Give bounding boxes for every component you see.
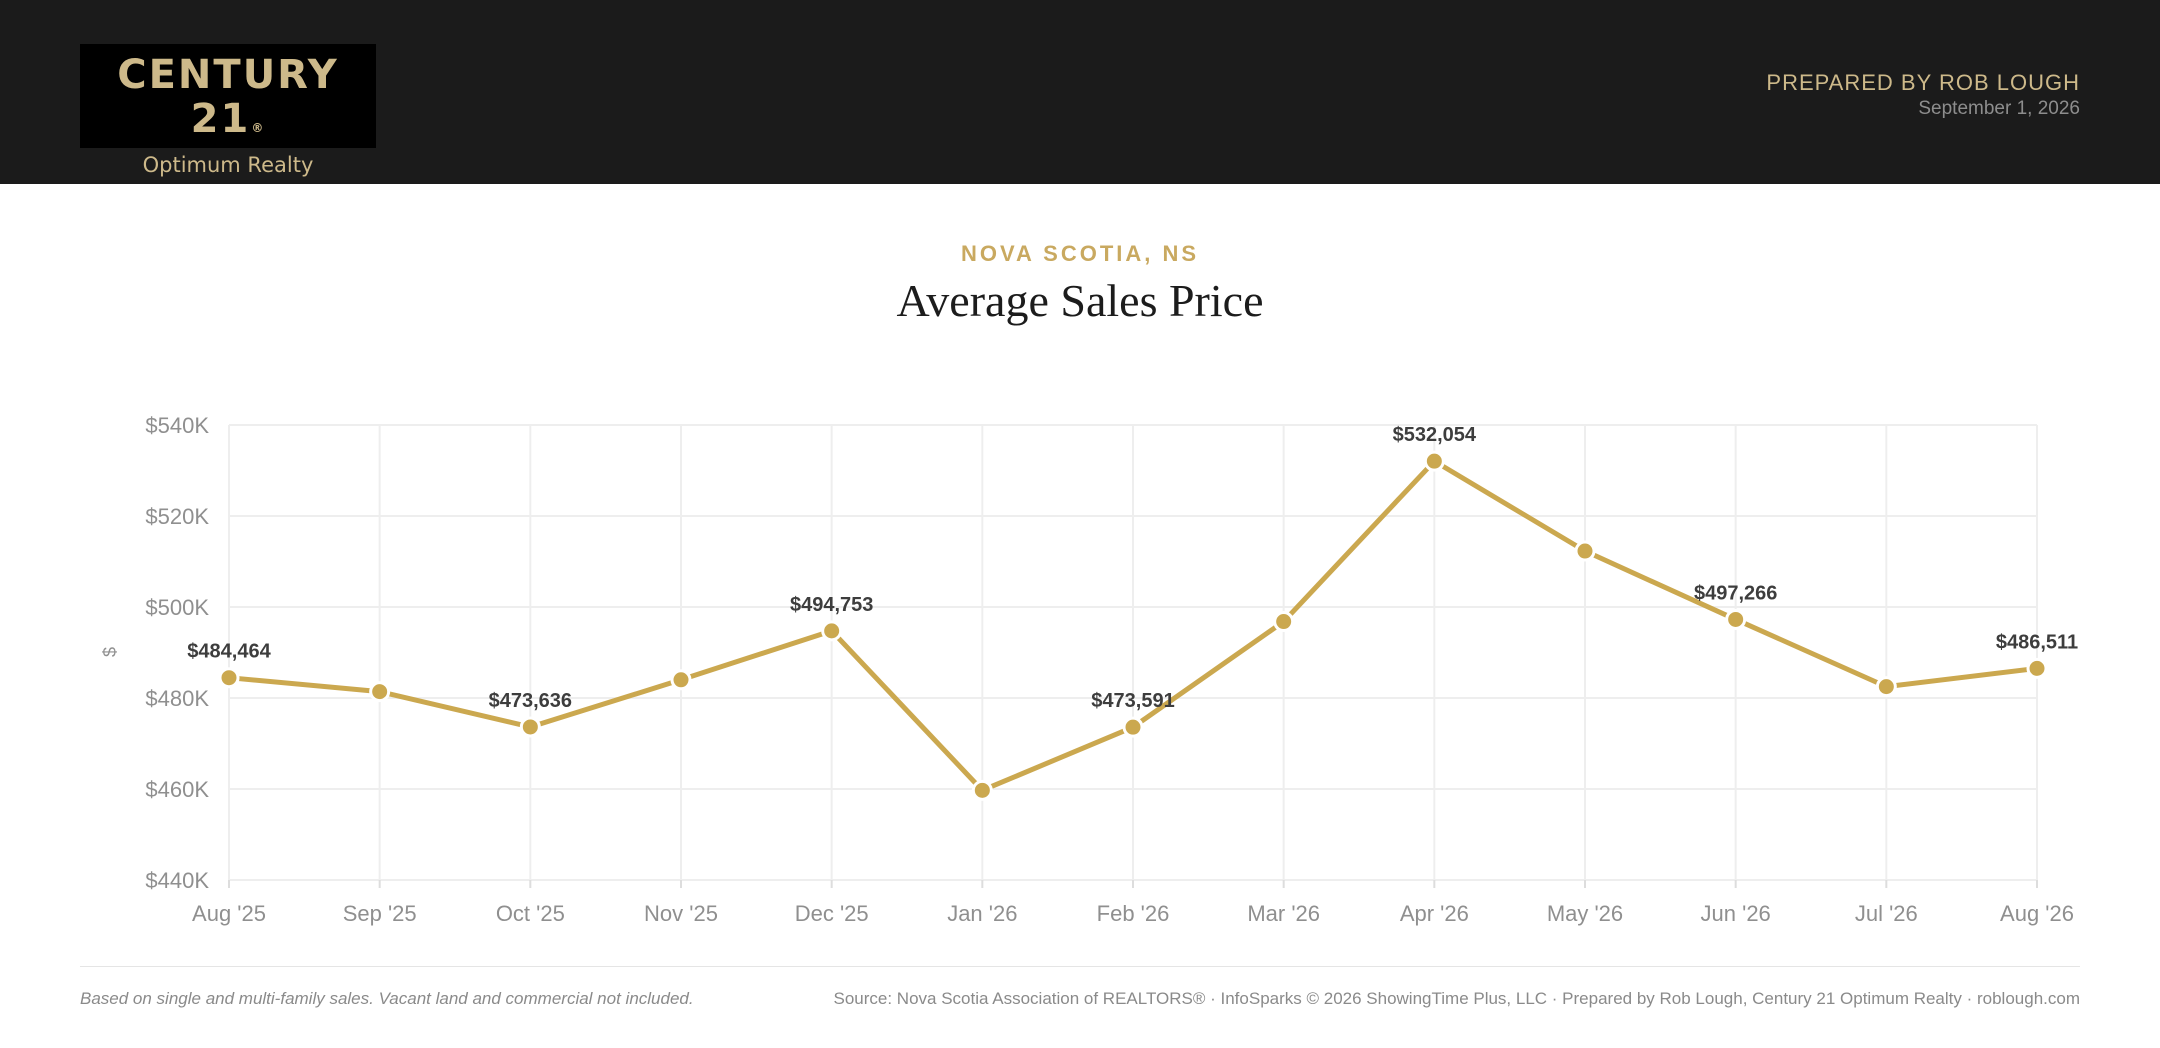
data-point <box>1122 716 1144 738</box>
footer-divider <box>80 966 2080 967</box>
x-tick-label: Aug '25 <box>192 901 266 926</box>
y-tick-label: $540K <box>145 413 209 438</box>
y-tick-label: $440K <box>145 868 209 893</box>
brand-subtitle: Optimum Realty <box>142 153 314 177</box>
brand-registered-mark: ® <box>251 121 266 135</box>
footer-note: Based on single and multi-family sales. … <box>80 989 694 1008</box>
data-label: $484,464 <box>187 641 271 663</box>
data-point <box>218 667 240 689</box>
chart-data-labels: $484,464 $473,636 $494,753 $473,591 $532,054… <box>187 424 2078 712</box>
data-point <box>2026 657 2048 679</box>
x-tick-label: Apr '26 <box>1400 901 1469 926</box>
report-date: September 1, 2026 <box>1918 98 2080 119</box>
report-header: CENTURY 21® Optimum Realty PREPARED BY R… <box>0 0 2160 184</box>
prepared-by: PREPARED BY ROB LOUGH <box>1766 70 2080 95</box>
x-tick-label: Dec '25 <box>795 901 869 926</box>
brand-name-text: CENTURY 21 <box>117 52 339 142</box>
data-point <box>1273 611 1295 633</box>
region-label: NOVA SCOTIA, NS <box>960 241 1200 266</box>
page-title: Average Sales Price <box>896 275 1264 326</box>
footer-source: Source: Nova Scotia Association of REALT… <box>833 989 2081 1008</box>
data-label: $497,266 <box>1694 582 1777 604</box>
x-tick-label: Aug '26 <box>2000 901 2074 926</box>
y-tick-label: $460K <box>145 777 209 802</box>
brand-logo: CENTURY 21® Optimum Realty <box>80 44 376 177</box>
average-sales-price-chart: $440K $460K $480K $500K $520K $540K Aug '25 Sep… <box>100 413 2078 926</box>
chart-series <box>218 450 2048 801</box>
data-label: $473,636 <box>489 690 572 712</box>
x-tick-label: Jun '26 <box>1701 901 1771 926</box>
data-label: $473,591 <box>1091 690 1174 712</box>
x-tick-label: Feb '26 <box>1097 901 1170 926</box>
data-point <box>1574 540 1596 562</box>
x-tick-label: Mar '26 <box>1247 901 1320 926</box>
data-label: $532,054 <box>1393 424 1477 446</box>
data-label: $494,753 <box>790 594 873 616</box>
data-point <box>369 681 391 703</box>
y-tick-label: $520K <box>145 504 209 529</box>
x-tick-label: Sep '25 <box>343 901 417 926</box>
y-tick-label: $500K <box>145 595 209 620</box>
x-tick-label: May '26 <box>1547 901 1623 926</box>
y-tick-label: $480K <box>145 686 209 711</box>
data-point <box>821 620 843 642</box>
x-tick-label: Oct '25 <box>496 901 565 926</box>
data-point <box>519 716 541 738</box>
brand-name: CENTURY 21® <box>80 53 376 150</box>
data-point <box>1423 450 1445 472</box>
chart-grid <box>228 424 2038 881</box>
y-axis-label: $ <box>100 647 120 657</box>
x-tick-label: Jul '26 <box>1855 901 1918 926</box>
data-point <box>1875 676 1897 698</box>
chart-axes: $440K $460K $480K $500K $520K $540K Aug '25 Sep… <box>100 413 2074 926</box>
data-point <box>1725 608 1747 630</box>
prepared-info: PREPARED BY ROB LOUGH September 1, 2026 <box>1380 70 2080 120</box>
data-label: $486,511 <box>1996 631 2078 653</box>
x-tick-label: Nov '25 <box>644 901 718 926</box>
x-tick-label: Jan '26 <box>947 901 1017 926</box>
data-point <box>971 779 993 801</box>
data-point <box>670 669 692 691</box>
